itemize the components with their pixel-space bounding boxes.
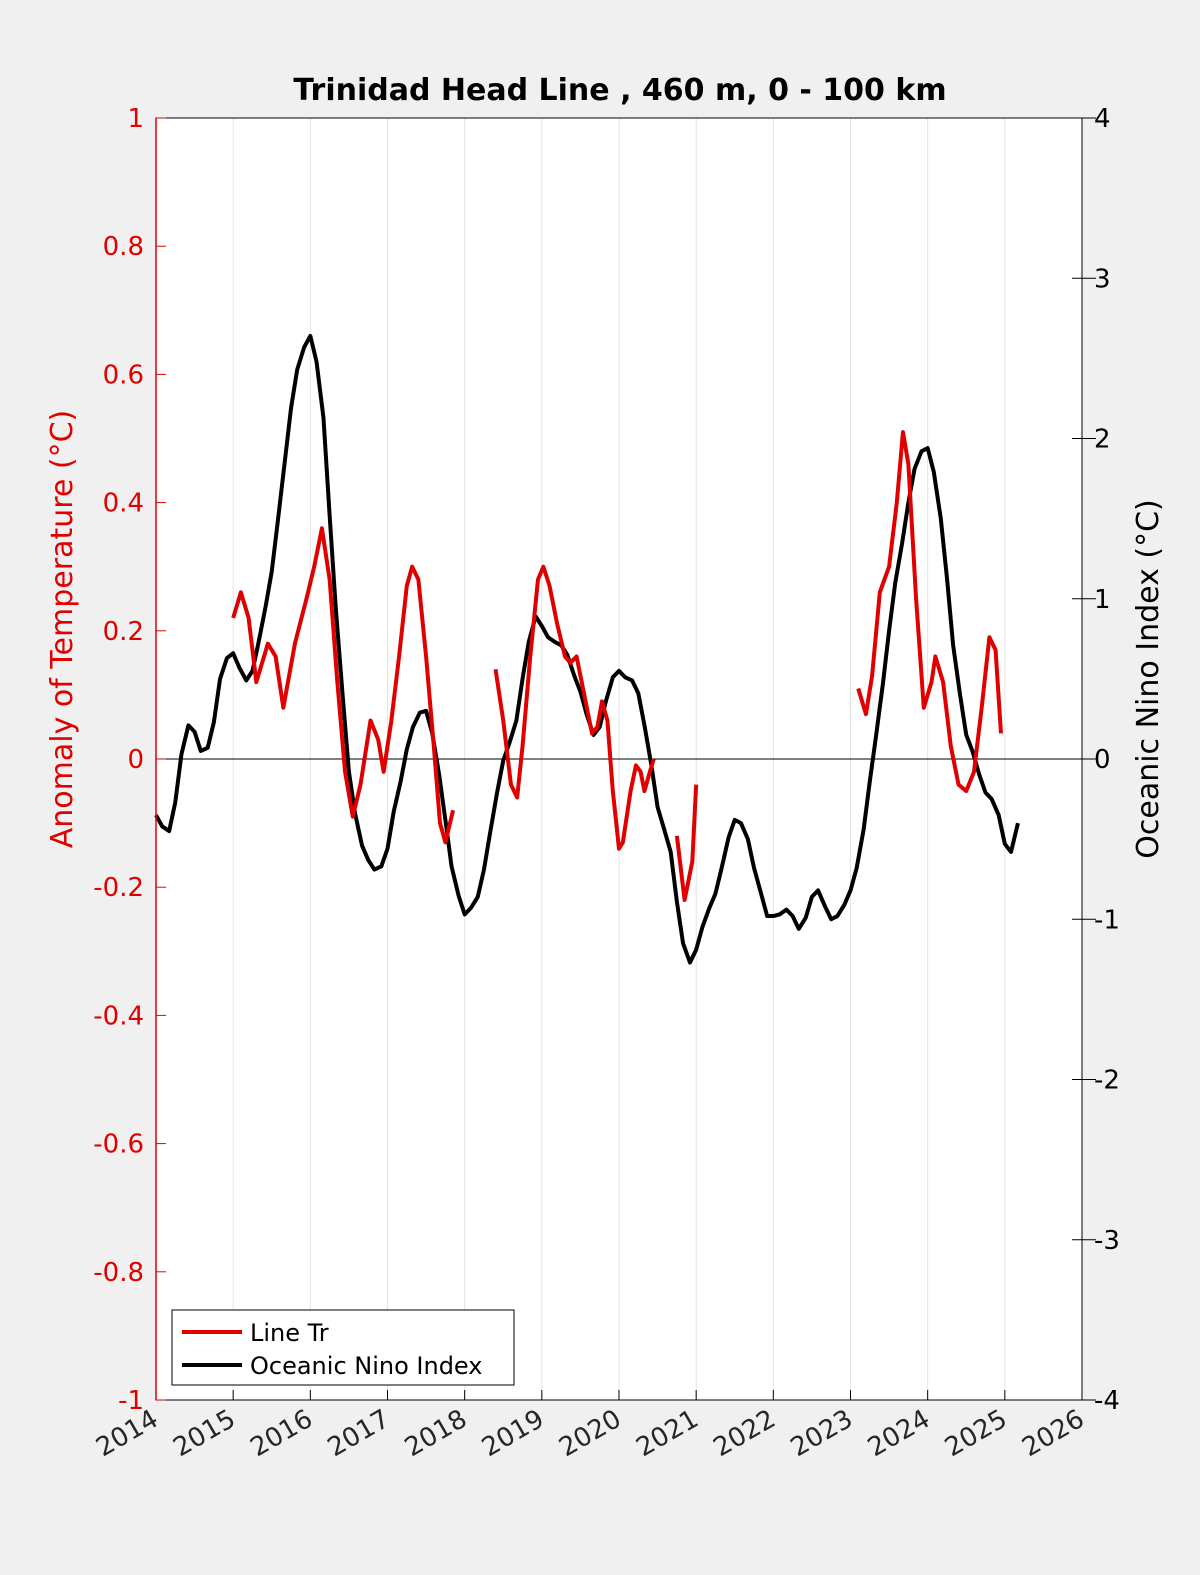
y-left-tick-label: 0.6 xyxy=(103,360,144,390)
y-right-tick-label: 2 xyxy=(1094,425,1111,455)
chart-title: Trinidad Head Line , 460 m, 0 - 100 km xyxy=(293,73,946,108)
legend: Line Tr Oceanic Nino Index xyxy=(171,1309,515,1386)
line-tr-series-segment-2 xyxy=(674,784,699,903)
y-left-tick-label: -0.6 xyxy=(93,1130,144,1160)
y-right-tick-label: -1 xyxy=(1094,905,1120,935)
y-left-tick-label: -0.8 xyxy=(93,1258,144,1288)
series-layer xyxy=(154,333,1020,965)
y-axis-right-title: Oceanic Nino Index (°C) xyxy=(1131,499,1166,859)
y-left-tick-label: 0.4 xyxy=(103,489,144,519)
legend-label-line-tr: Line Tr xyxy=(250,1319,329,1347)
y-right-tick-label: -4 xyxy=(1094,1386,1120,1416)
y-right-tick-label: 1 xyxy=(1094,585,1111,615)
y-right-tick-label: 4 xyxy=(1094,104,1111,134)
y-right-tick-label: 0 xyxy=(1094,745,1111,775)
y-right-tick-label: -3 xyxy=(1094,1226,1120,1256)
y-right-tick-label: -2 xyxy=(1094,1066,1120,1096)
legend-label-oni: Oceanic Nino Index xyxy=(250,1352,482,1380)
y-right-tick-label: 3 xyxy=(1094,264,1111,294)
line-tr-series-segment-3 xyxy=(856,430,1003,794)
y-left-tick-label: 0.2 xyxy=(103,617,144,647)
y-left-tick-label: -1 xyxy=(118,1386,144,1416)
y-axis-right: 4 3 2 1 0 -1 -2 -3 -4 xyxy=(1072,104,1120,1416)
y-left-tick-label: -0.2 xyxy=(93,873,144,903)
y-axis-left-title: Anomaly of Temperature (°C) xyxy=(45,410,80,849)
y-left-tick-label: 0 xyxy=(127,745,144,775)
y-left-tick-label: 1 xyxy=(127,104,144,134)
line-tr-series-segment-0 xyxy=(231,526,456,845)
y-left-tick-label: 0.8 xyxy=(103,232,144,262)
line-tr-series-segment-1 xyxy=(493,564,656,851)
y-axis-left: 1 0.8 0.6 0.4 0.2 0 -0.2 -0.4 -0.6 -0.8 -1 xyxy=(93,104,166,1416)
legend-box xyxy=(171,1309,515,1386)
y-left-tick-label: -0.4 xyxy=(93,1001,144,1031)
